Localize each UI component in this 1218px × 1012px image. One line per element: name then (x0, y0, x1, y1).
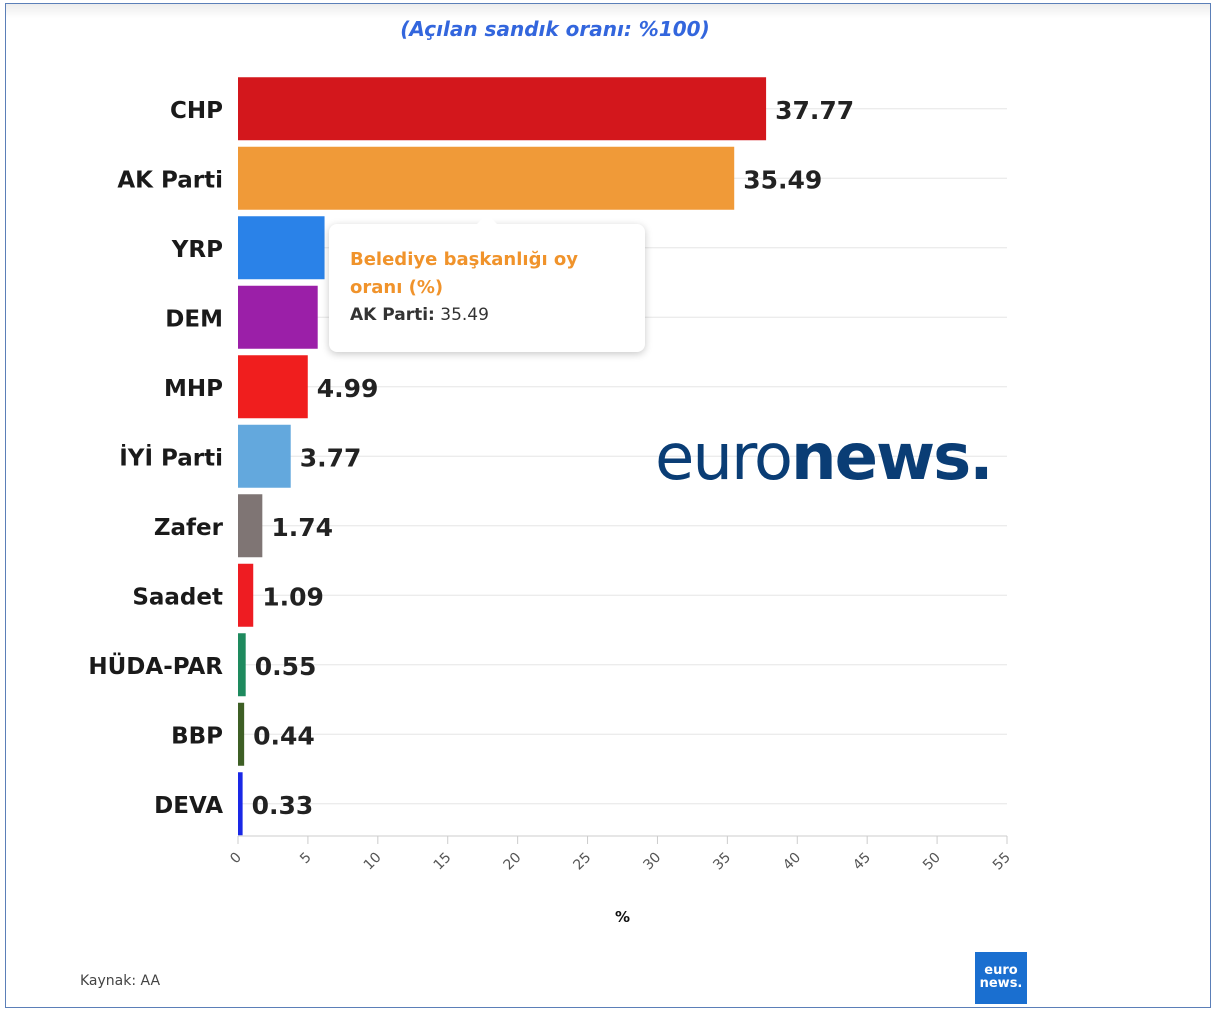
x-tick-label: 45 (850, 850, 874, 874)
value-label: 37.77 (775, 96, 854, 125)
tooltip-series-label: AK Parti: (350, 305, 435, 325)
source-credit: Kaynak: AA (80, 973, 161, 989)
x-tick-label: 5 (297, 850, 315, 868)
bars (238, 77, 767, 836)
x-tick-label: 0 (227, 850, 245, 868)
category-label: DEM (165, 306, 223, 332)
x-tick-label: 50 (920, 850, 944, 874)
bar-1[interactable] (238, 77, 767, 141)
value-label: 1.74 (271, 513, 333, 542)
category-label: AK Parti (117, 167, 223, 193)
tooltip-body: AK Parti: 35.49 (350, 302, 625, 328)
bar-7[interactable] (238, 494, 263, 558)
x-tick-label: 35 (710, 850, 734, 874)
bar-4[interactable] (238, 285, 318, 349)
value-label: 1.09 (262, 582, 324, 611)
x-tick-label: 40 (780, 850, 804, 874)
value-label: 4.99 (317, 374, 379, 403)
tooltip-title: Belediye başkanlığı oy oranı (%) (350, 249, 579, 298)
x-axis: 0 5 10 15 20 25 30 35 40 45 50 55% (227, 835, 1014, 926)
logo-line-2: news. (979, 976, 1023, 991)
category-label: YRP (171, 237, 223, 263)
tooltip: Belediye başkanlığı oy oranı (%) AK Part… (329, 214, 645, 352)
value-label: 0.44 (253, 721, 315, 750)
category-label: Saadet (132, 584, 223, 610)
top-strip (6, 4, 1210, 18)
x-tick-label: 55 (990, 850, 1014, 874)
euronews-watermark: euronews. (655, 418, 993, 498)
category-label: HÜDA-PAR (88, 652, 223, 680)
value-label: 0.55 (255, 652, 317, 681)
value-label: 3.77 (300, 443, 362, 472)
value-label: 0.33 (252, 791, 314, 820)
x-tick-label: 10 (361, 850, 385, 874)
x-tick-label: 30 (640, 850, 664, 874)
category-label: MHP (164, 376, 223, 402)
tooltip-value: 35.49 (440, 305, 489, 325)
tooltip-arrow (477, 214, 497, 224)
bar-2[interactable] (238, 146, 735, 210)
category-label: DEVA (154, 793, 223, 819)
category-label: Zafer (154, 515, 224, 541)
x-tick-label: 15 (431, 850, 455, 874)
logo-line-1: euro (984, 963, 1018, 978)
x-tick-label: 20 (501, 850, 525, 874)
bar-9[interactable] (238, 633, 246, 697)
bar-10[interactable] (238, 702, 245, 766)
bar-11[interactable] (238, 772, 243, 836)
category-label: BBP (171, 723, 223, 749)
value-label: 35.49 (743, 165, 822, 194)
x-tick-label: 25 (570, 850, 594, 874)
x-axis-title: % (615, 908, 630, 926)
bar-5[interactable] (238, 355, 308, 419)
watermark-bold-text: news. (791, 421, 993, 495)
bar-3[interactable] (238, 216, 325, 280)
bar-8[interactable] (238, 563, 254, 627)
bar-6[interactable] (238, 424, 291, 488)
chart-subtitle: (Açılan sandık oranı: %100) (400, 17, 710, 41)
euronews-logo[interactable]: euro news. (975, 952, 1027, 1004)
watermark-light-text: euro (655, 421, 793, 495)
category-label: CHP (170, 98, 223, 124)
category-label: İYİ Parti (119, 443, 223, 471)
labels: CHP 37.77 AK Parti 35.49 YRP DEM MHP 4.99 İYİ Pa… (88, 96, 854, 820)
